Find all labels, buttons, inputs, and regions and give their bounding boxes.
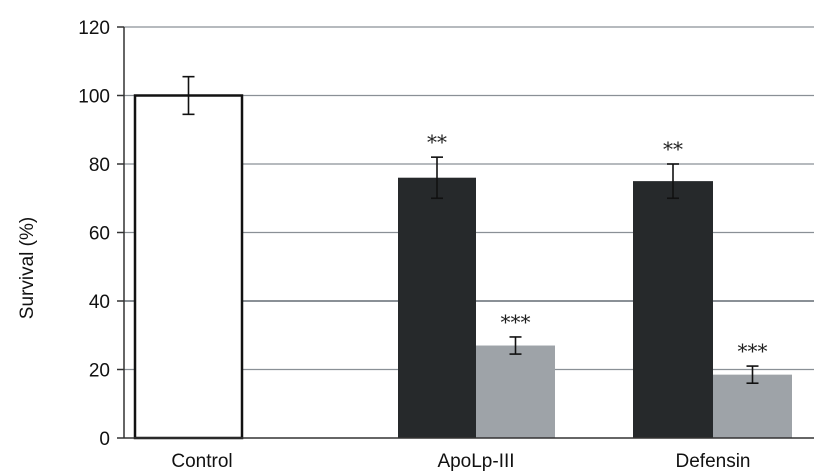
error-bar-4 <box>746 365 759 385</box>
axes <box>117 26 814 439</box>
x-category-label-apolp-iii: ApoLp-III <box>437 451 514 472</box>
bar-control-0 <box>133 94 244 440</box>
y-tick-label-80: 80 <box>89 155 110 176</box>
y-tick-label-60: 60 <box>89 224 110 245</box>
y-axis-title: Survival (%) <box>17 217 38 319</box>
error-bar-0 <box>182 75 195 116</box>
significance-label-3: ** <box>663 137 683 161</box>
error-bar-2 <box>509 336 522 355</box>
significance-label-4: *** <box>738 339 768 363</box>
y-tick-label-20: 20 <box>89 361 110 382</box>
bars <box>133 75 792 440</box>
y-tick-label-100: 100 <box>78 87 110 108</box>
bar-apolp-iii-2 <box>476 345 555 438</box>
y-tick-label-40: 40 <box>89 292 110 313</box>
bar-defensin-4 <box>713 374 792 438</box>
y-tick-label-120: 120 <box>78 18 110 39</box>
bar-apolp-iii-1 <box>398 177 476 438</box>
x-category-label-defensin: Defensin <box>676 451 751 472</box>
x-category-label-control: Control <box>171 451 232 472</box>
bar-defensin-3 <box>633 181 713 438</box>
significance-label-1: ** <box>427 130 447 154</box>
error-bar-3 <box>667 163 679 200</box>
error-bar-1 <box>431 156 443 200</box>
significance-label-2: *** <box>501 310 531 334</box>
y-tick-label-0: 0 <box>99 429 110 450</box>
